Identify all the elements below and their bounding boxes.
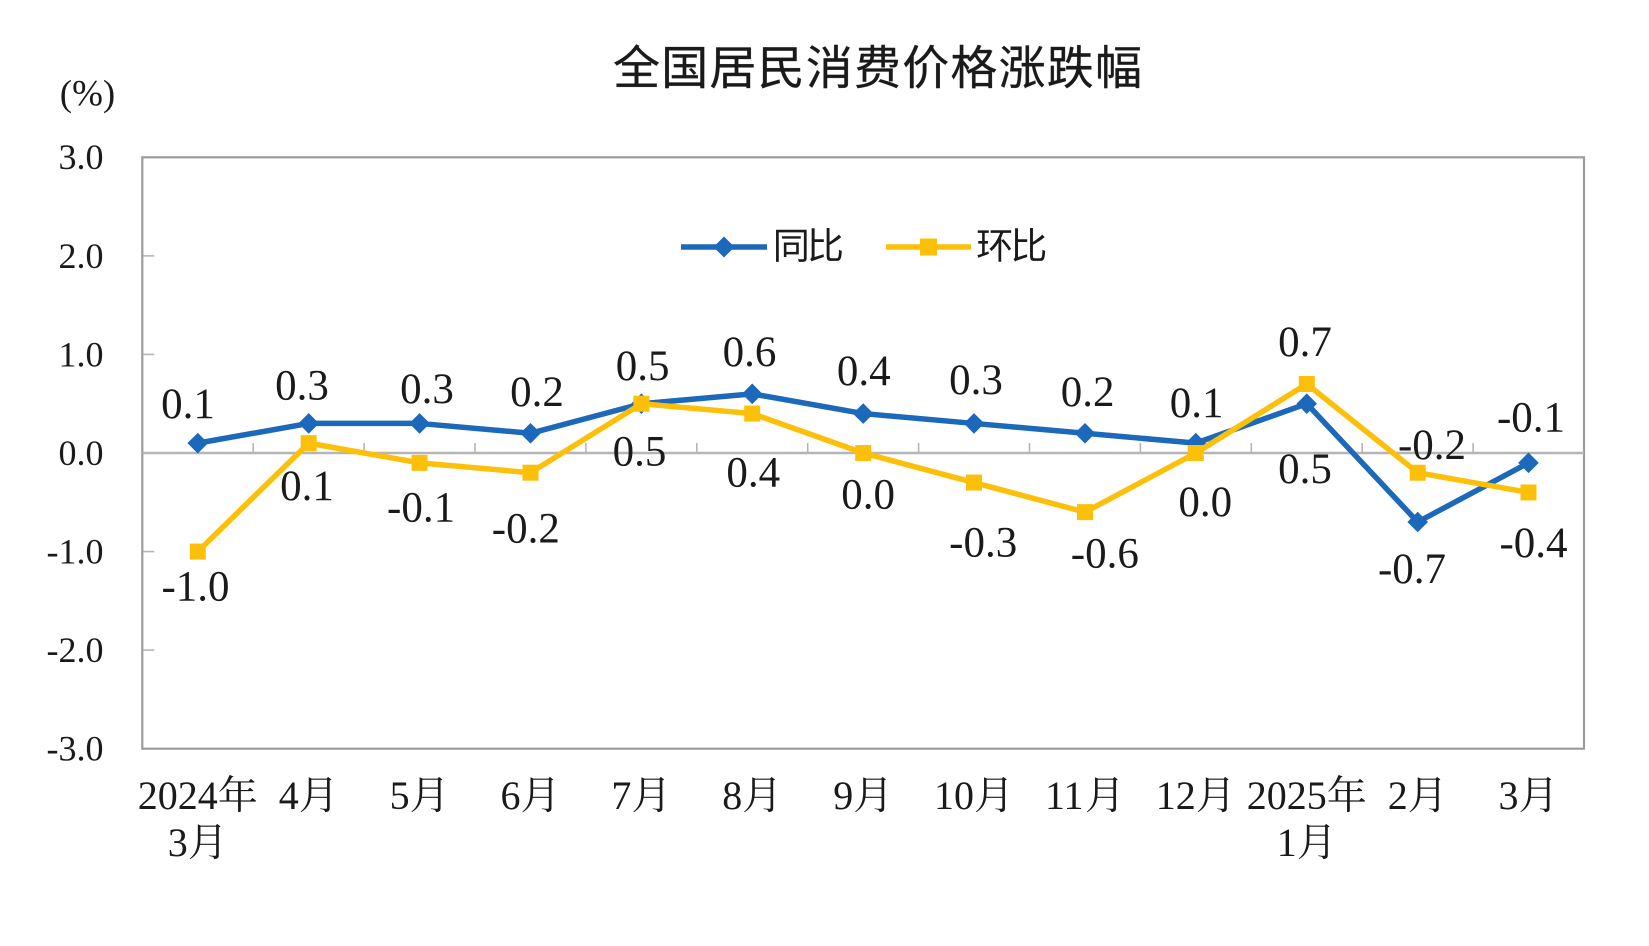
svg-text:1: 1 — [1277, 820, 1297, 865]
svg-text:2024: 2024 — [138, 773, 218, 818]
svg-text:4: 4 — [279, 773, 299, 818]
svg-text:3.0: 3.0 — [59, 137, 104, 177]
svg-text:-2.0: -2.0 — [47, 630, 104, 670]
svg-text:-0.1: -0.1 — [1497, 395, 1565, 442]
svg-text:2.0: 2.0 — [59, 236, 104, 276]
svg-text:-1.0: -1.0 — [47, 532, 104, 572]
svg-text:-0.4: -0.4 — [1499, 520, 1567, 567]
svg-text:5: 5 — [390, 773, 410, 818]
svg-text:0.3: 0.3 — [400, 366, 454, 413]
svg-text:-0.2: -0.2 — [492, 505, 560, 552]
svg-text:8: 8 — [722, 773, 742, 818]
svg-text:-3.0: -3.0 — [47, 729, 104, 769]
svg-text:2025: 2025 — [1247, 773, 1327, 818]
svg-text:7: 7 — [611, 773, 631, 818]
svg-text:0.0: 0.0 — [1178, 479, 1232, 526]
svg-text:-0.2: -0.2 — [1398, 422, 1466, 469]
svg-text:0.0: 0.0 — [59, 433, 104, 473]
svg-text:0.0: 0.0 — [841, 471, 895, 518]
svg-text:(%): (%) — [60, 73, 115, 114]
svg-text:-0.3: -0.3 — [949, 519, 1017, 566]
svg-text:-0.1: -0.1 — [387, 485, 455, 532]
svg-text:-0.6: -0.6 — [1071, 531, 1139, 578]
svg-text:3: 3 — [1499, 773, 1519, 818]
svg-text:6: 6 — [501, 773, 521, 818]
svg-text:0.3: 0.3 — [949, 357, 1003, 404]
svg-text:0.3: 0.3 — [275, 363, 329, 410]
svg-text:0.2: 0.2 — [510, 369, 564, 416]
svg-text:0.7: 0.7 — [1278, 319, 1332, 366]
svg-text:11: 11 — [1045, 773, 1084, 818]
svg-text:0.5: 0.5 — [1278, 446, 1332, 493]
svg-text:0.1: 0.1 — [1170, 380, 1224, 427]
svg-text:1.0: 1.0 — [59, 334, 104, 374]
svg-text:0.4: 0.4 — [837, 348, 891, 395]
svg-text:-0.7: -0.7 — [1378, 546, 1446, 593]
svg-text:0.1: 0.1 — [280, 463, 334, 510]
svg-text:0.5: 0.5 — [616, 343, 670, 390]
svg-text:12: 12 — [1156, 773, 1196, 818]
svg-text:-1.0: -1.0 — [161, 564, 229, 611]
svg-text:9: 9 — [833, 773, 853, 818]
svg-text:0.4: 0.4 — [726, 449, 780, 496]
svg-text:0.1: 0.1 — [161, 381, 215, 428]
svg-text:0.5: 0.5 — [613, 429, 667, 476]
svg-text:10: 10 — [934, 773, 974, 818]
svg-text:3: 3 — [168, 820, 188, 865]
svg-text:0.2: 0.2 — [1061, 369, 1115, 416]
svg-text:2: 2 — [1388, 773, 1408, 818]
svg-text:0.6: 0.6 — [723, 329, 777, 376]
